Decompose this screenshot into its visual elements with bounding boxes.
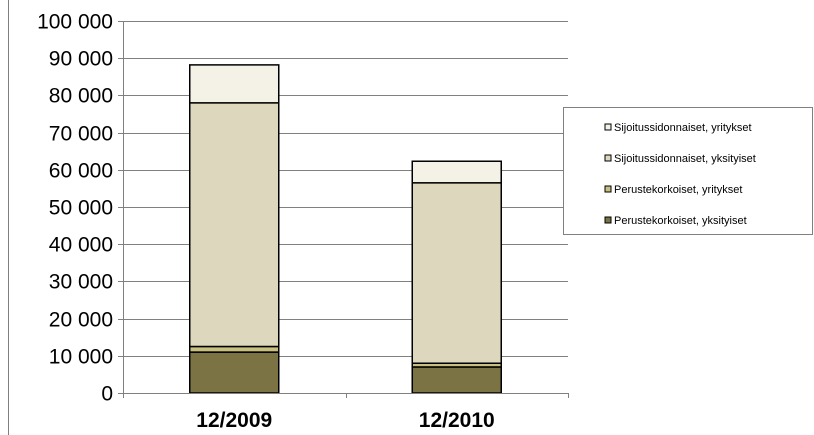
y-tick-label: 30 000: [49, 271, 113, 294]
y-tick-label: 80 000: [49, 85, 113, 108]
y-tick-label: 60 000: [49, 160, 113, 183]
legend-label: Sijoitussidonnaiset, yritykset: [614, 122, 752, 134]
legend-label: Perustekorkoiset, yksityiset: [614, 215, 747, 227]
y-tick-label: 100 000: [37, 11, 113, 34]
y-tick-label: 50 000: [49, 197, 113, 220]
bar-segment: [189, 64, 280, 104]
y-tick-label: 0: [101, 383, 113, 406]
y-tick-label: 20 000: [49, 309, 113, 332]
legend-swatch: [604, 216, 612, 224]
bar-segment: [411, 182, 502, 364]
bar-segment: [189, 351, 280, 394]
bar-segment: [189, 102, 280, 348]
bars: [189, 64, 502, 394]
legend-label: Perustekorkoiset, yritykset: [614, 184, 742, 196]
y-axis-tick-labels: 0 10 000 20 000 30 000 40 000 50 000 60 000 70 …: [37, 11, 113, 406]
x-axis-tick-labels: 12/2009 12/2010: [196, 409, 494, 432]
bar-segment: [411, 366, 502, 394]
y-tick-label: 90 000: [49, 48, 113, 71]
x-category-label: 12/2009: [196, 409, 272, 432]
legend-swatch: [604, 154, 612, 162]
legend-swatch: [604, 185, 612, 193]
y-tick-label: 40 000: [49, 234, 113, 257]
axes: [118, 21, 569, 398]
x-category-label: 12/2010: [419, 409, 495, 432]
legend: Sijoitussidonnaiset, yritykset Sijoitussi…: [563, 107, 813, 235]
bar-segment: [411, 160, 502, 184]
y-tick-label: 10 000: [49, 346, 113, 369]
legend-label: Sijoitussidonnaiset, yksityiset: [614, 153, 756, 165]
legend-swatch: [604, 123, 612, 131]
y-tick-label: 70 000: [49, 123, 113, 146]
bar-segment: [189, 345, 280, 353]
